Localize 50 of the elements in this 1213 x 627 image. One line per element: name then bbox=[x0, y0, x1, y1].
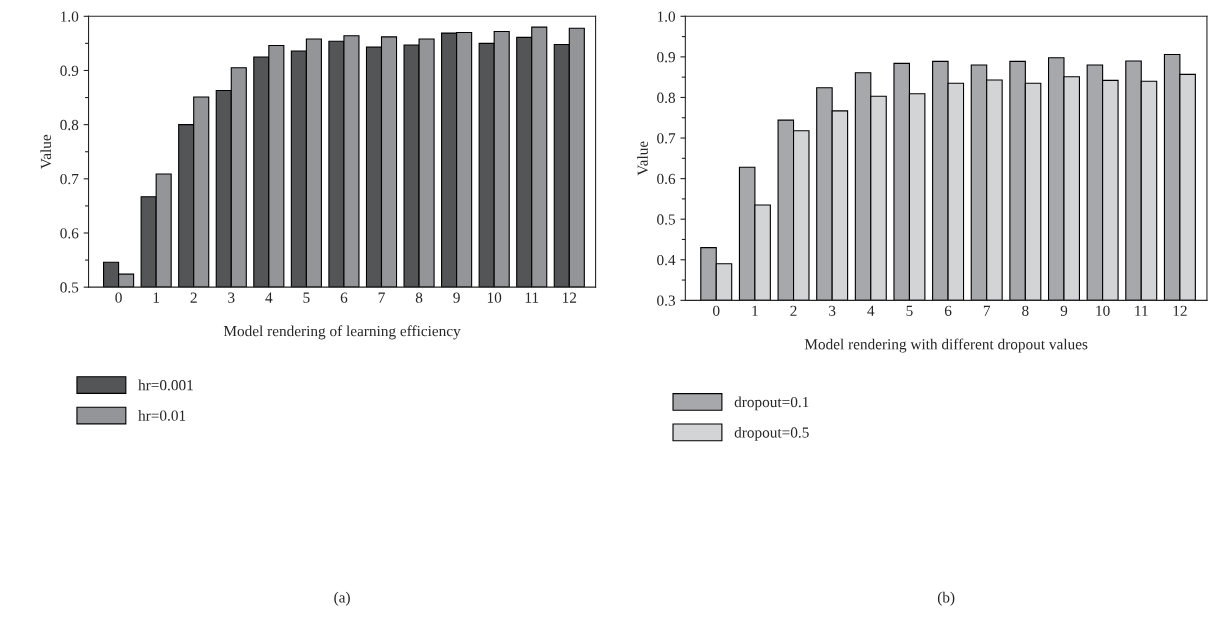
y-tick-label: 0.5 bbox=[657, 214, 676, 225]
x-tick-label: 0 bbox=[713, 305, 720, 316]
x-tick-label: 9 bbox=[1060, 305, 1068, 316]
text: (b) bbox=[937, 591, 955, 606]
y-tick-label: 0.7 bbox=[60, 173, 79, 185]
x-tick-label: 10 bbox=[1096, 305, 1110, 316]
y-tick-label: 0.8 bbox=[60, 119, 79, 131]
x-tick-label: 12 bbox=[563, 292, 577, 303]
x-tick-label: 4 bbox=[867, 305, 875, 316]
y-tick-label: 0.6 bbox=[60, 228, 79, 239]
x-tick-label: 3 bbox=[829, 305, 836, 316]
y-axis-title: Value bbox=[40, 134, 52, 169]
x-axis-title: Model rendering of learning efficiency bbox=[223, 325, 461, 340]
y-tick-label: 0.3 bbox=[657, 295, 676, 306]
x-tick-label: 9 bbox=[453, 292, 460, 303]
x-tick-label: 11 bbox=[525, 292, 539, 303]
x-tick-label: 2 bbox=[790, 305, 797, 316]
x-tick-label: 11 bbox=[1135, 305, 1148, 316]
legend-label: hr=0.001 bbox=[138, 379, 193, 391]
y-tick-label: 0.8 bbox=[657, 92, 676, 103]
y-tick-label: 0.6 bbox=[657, 173, 676, 185]
legend-label: dropout=0.1 bbox=[734, 396, 809, 411]
x-tick-label: 8 bbox=[1022, 305, 1029, 316]
x-tick-label: 6 bbox=[944, 305, 952, 316]
x-tick-label: 3 bbox=[228, 292, 235, 303]
x-tick-label: 7 bbox=[378, 292, 385, 303]
x-tick-label: 6 bbox=[340, 292, 348, 303]
x-tick-label: 5 bbox=[906, 305, 913, 316]
text: (a) bbox=[334, 591, 350, 606]
x-tick-label: 7 bbox=[983, 305, 991, 316]
x-tick-label: 0 bbox=[115, 292, 122, 303]
y-tick-label: 1.0 bbox=[657, 11, 676, 22]
x-tick-label: 4 bbox=[265, 292, 273, 303]
legend-label: dropout=0.5 bbox=[734, 426, 809, 441]
y-axis-title: Value bbox=[637, 141, 648, 176]
x-tick-label: 1 bbox=[752, 305, 758, 316]
x-tick-label: 12 bbox=[1173, 305, 1187, 316]
x-tick-label: 2 bbox=[190, 292, 197, 303]
y-tick-label: 0.9 bbox=[657, 52, 675, 63]
y-tick-label: 1.0 bbox=[61, 11, 79, 22]
legend-label: hr=0.01 bbox=[138, 410, 186, 421]
x-tick-label: 8 bbox=[415, 292, 423, 303]
y-tick-label: 0.4 bbox=[657, 254, 676, 266]
y-tick-label: 0.9 bbox=[60, 65, 79, 76]
x-tick-label: 10 bbox=[487, 292, 502, 303]
x-axis-title: Model rendering with different dropout values bbox=[804, 338, 1088, 353]
x-tick-label: 1 bbox=[153, 292, 160, 303]
y-tick-label: 0.7 bbox=[657, 133, 676, 144]
x-tick-label: 5 bbox=[303, 292, 310, 303]
y-tick-label: 0.5 bbox=[60, 282, 79, 293]
